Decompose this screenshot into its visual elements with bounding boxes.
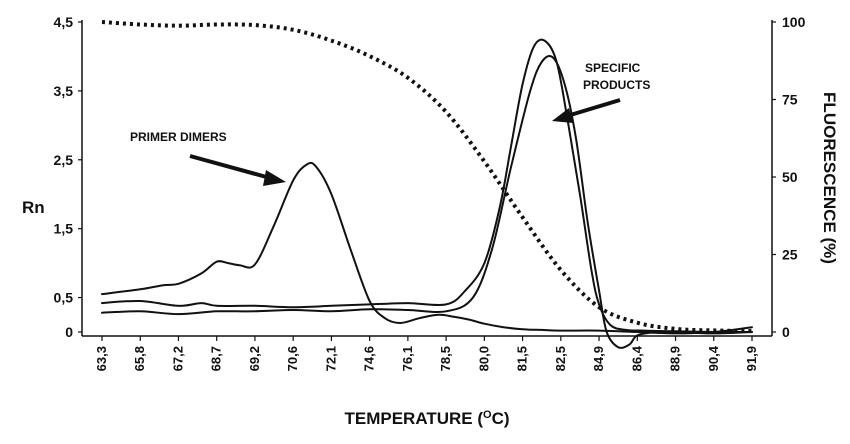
x-axis-tick-labels: 63,3 65,8 67,2 68,7 69,2 70,6 72,1 74,6 76,1 78,5… (94, 336, 759, 371)
left-tick-label: 0,5 (54, 290, 74, 306)
x-tick-label: 67,2 (170, 346, 185, 371)
left-tick-label: 4,5 (54, 14, 74, 30)
x-tick-label: 82,5 (553, 346, 568, 371)
specific-products-arrowhead (552, 108, 573, 123)
x-axis-title: TEMPERATURE (OC) (344, 409, 509, 428)
left-axis-title: Rn (22, 198, 45, 217)
x-tick-label: 74,6 (362, 346, 377, 371)
rn-curve-1 (101, 161, 753, 335)
primer-dimers-arrowhead (263, 170, 286, 186)
x-tick-label: 70,6 (285, 346, 300, 371)
x-tick-label: 69,2 (247, 346, 262, 371)
series-lines (101, 20, 753, 349)
x-tick-label: 65,8 (132, 346, 147, 371)
specific-products-label-line2: PRODUCTS (583, 78, 650, 92)
x-tick-label: 68,7 (209, 346, 224, 371)
right-tick-label: 50 (782, 169, 798, 185)
x-tick-label: 72,1 (323, 346, 338, 371)
left-axis-tick-labels: 4,5 3,5 2,5 1,5 0,5 0 (54, 14, 82, 340)
right-tick-label: 25 (782, 247, 798, 263)
rn-curve-3 (101, 55, 753, 349)
specific-products-label-line1: SPECIFIC (585, 61, 641, 75)
x-tick-label: 91,9 (744, 346, 759, 371)
x-tick-label: 80,0 (476, 346, 491, 371)
x-tick-label: 78,5 (438, 346, 453, 371)
x-tick-label: 88,9 (668, 346, 683, 371)
x-tick-label: 86,4 (629, 345, 644, 371)
right-tick-label: 75 (782, 92, 798, 108)
x-tick-label: 84,9 (591, 346, 606, 371)
right-tick-label: 100 (782, 14, 806, 30)
specific-products-arrow (566, 98, 621, 118)
x-tick-label: 81,5 (515, 346, 530, 371)
left-tick-label: 0 (65, 324, 73, 340)
left-tick-label: 3,5 (54, 83, 74, 99)
left-tick-label: 1,5 (54, 221, 74, 237)
right-axis-tick-labels: 100 75 50 25 0 (772, 14, 806, 340)
x-tick-label: 63,3 (94, 346, 109, 371)
right-axis-title: FLUORESCENCE (%) (820, 92, 839, 264)
right-tick-label: 0 (782, 324, 790, 340)
fluorescence-dotted-line (101, 20, 753, 334)
primer-dimers-arrow (189, 154, 271, 180)
x-tick-label: 90,4 (706, 345, 721, 371)
x-tick-label: 76,1 (400, 346, 415, 371)
rn-curve-2 (101, 38, 753, 334)
primer-dimers-label: PRIMER DIMERS (130, 130, 227, 144)
left-tick-label: 2,5 (54, 152, 74, 168)
